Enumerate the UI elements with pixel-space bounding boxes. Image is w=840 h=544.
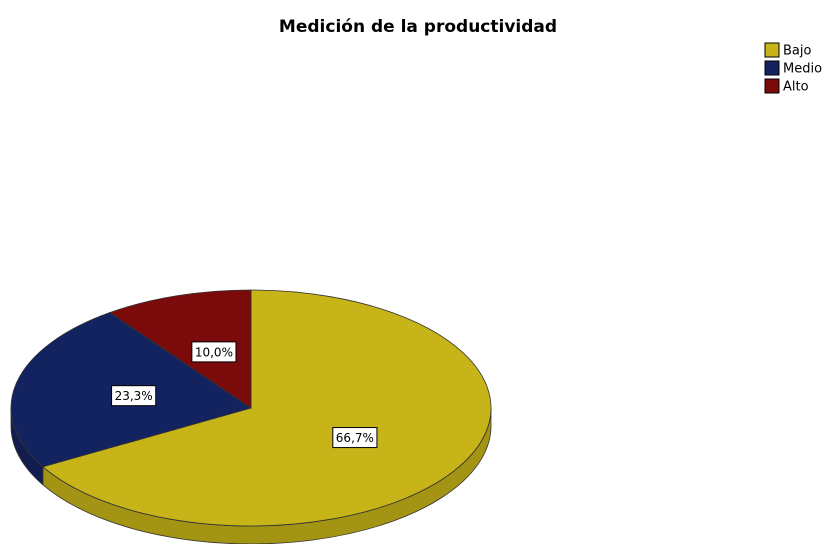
data-label: 66,7%: [336, 431, 374, 445]
chart-title: Medición de la productividad: [279, 17, 557, 37]
legend-label: Alto: [783, 80, 809, 95]
data-label-box: [111, 385, 157, 407]
legend-label: Bajo: [783, 44, 811, 59]
legend-swatch: [764, 78, 780, 94]
legend-label: Medio: [783, 62, 822, 77]
pie-slice: [42, 289, 492, 527]
data-label: 10,0%: [195, 345, 233, 359]
data-label: 23,3%: [115, 389, 153, 403]
legend-swatch: [764, 42, 780, 58]
legend-swatch: [764, 60, 780, 76]
data-label-box: [332, 427, 378, 449]
pie-slice: [109, 289, 252, 409]
data-label-box: [191, 341, 237, 363]
